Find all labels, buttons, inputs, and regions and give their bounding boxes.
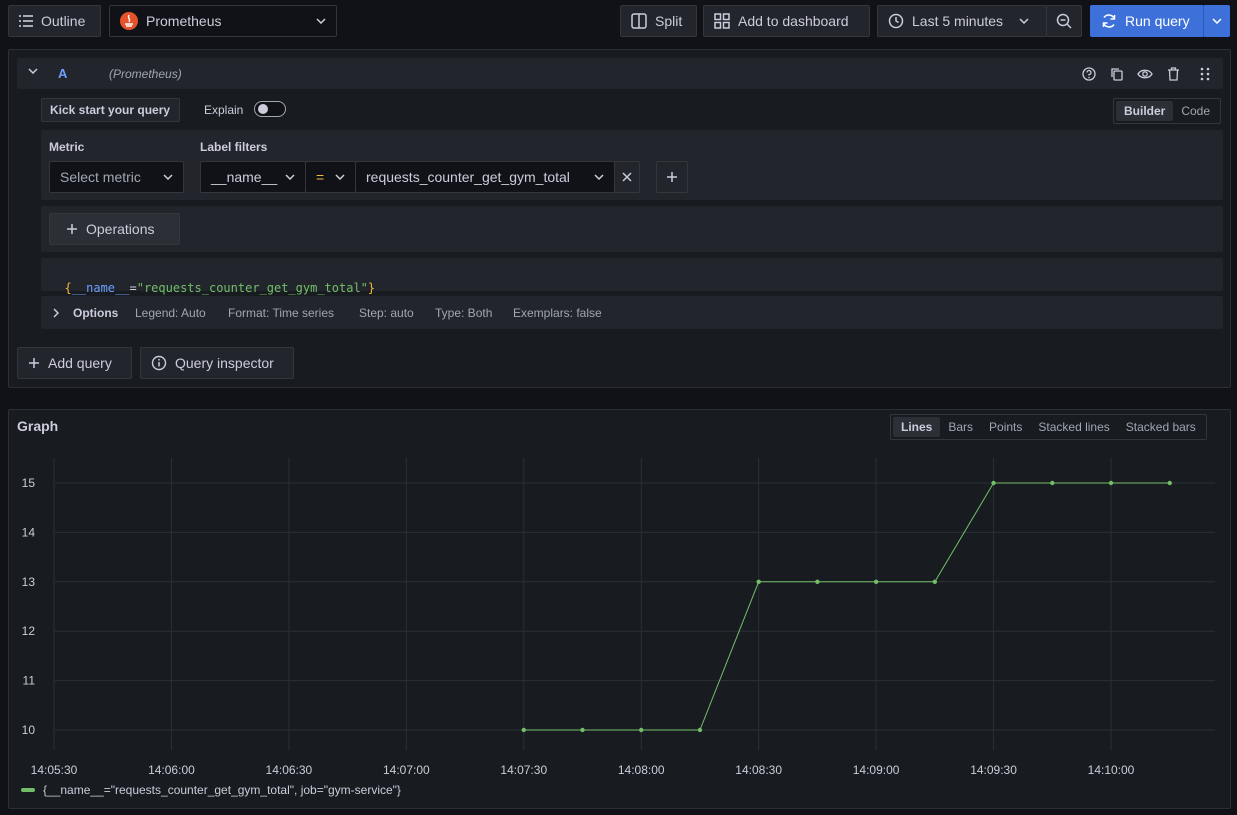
- query-inspector-label: Query inspector: [175, 355, 274, 371]
- options-exemplars: Exemplars: false: [513, 306, 602, 320]
- operations-label: Operations: [86, 221, 155, 237]
- query-row-header: [17, 58, 1223, 89]
- options-format: Format: Time series: [228, 306, 335, 320]
- chevron-down-icon: [316, 18, 326, 24]
- run-query-options-button[interactable]: [1203, 5, 1230, 37]
- graph-panel: [8, 409, 1231, 809]
- add-query-button[interactable]: Add query: [17, 347, 132, 379]
- clock-icon: [888, 13, 904, 29]
- view-bars[interactable]: Bars: [948, 420, 974, 434]
- zoom-out-icon: [1056, 13, 1072, 29]
- add-to-dashboard-button[interactable]: Add to dashboard: [703, 5, 870, 37]
- explain-label: Explain: [204, 103, 244, 117]
- metric-label: Metric: [49, 140, 85, 154]
- legend-series-label: {__name__="requests_counter_get_gym_tota…: [43, 783, 401, 797]
- promql-label: __name__: [71, 281, 130, 295]
- metric-select[interactable]: Select metric: [49, 161, 184, 193]
- filter-label-select[interactable]: __name__: [200, 161, 306, 193]
- chevron-right-icon[interactable]: [53, 308, 59, 318]
- datasource-name: Prometheus: [146, 13, 222, 29]
- chevron-down-icon: [335, 174, 345, 180]
- chevron-down-icon: [163, 174, 173, 180]
- query-refid[interactable]: A: [58, 66, 68, 81]
- plus-icon: [66, 223, 78, 235]
- add-filter-button[interactable]: [656, 161, 688, 193]
- graph-title: Graph: [17, 418, 59, 434]
- mode-builder[interactable]: Builder: [1116, 101, 1174, 121]
- copy-icon[interactable]: [1110, 67, 1124, 81]
- explain-toggle[interactable]: [254, 101, 286, 117]
- promql-value: "requests_counter_get_gym_total": [136, 281, 368, 295]
- explain-toggle-knob: [258, 104, 268, 114]
- info-circle-icon: [151, 355, 167, 371]
- graph-view-switch: Lines Bars Points Stacked lines Stacked …: [890, 414, 1207, 440]
- trash-icon[interactable]: [1167, 67, 1180, 81]
- view-points[interactable]: Points: [989, 420, 1023, 434]
- outline-label: Outline: [41, 13, 86, 29]
- metric-placeholder: Select metric: [60, 169, 141, 185]
- query-datasource-note: (Prometheus): [109, 67, 182, 81]
- plus-icon: [28, 357, 40, 369]
- outline-button[interactable]: Outline: [8, 5, 101, 37]
- promql-text: {__name__="requests_counter_get_gym_tota…: [50, 267, 375, 295]
- view-stacked-lines[interactable]: Stacked lines: [1038, 420, 1110, 434]
- datasource-picker[interactable]: Prometheus: [109, 5, 337, 37]
- filter-value-select[interactable]: requests_counter_get_gym_total: [355, 161, 615, 193]
- query-inspector-button[interactable]: Query inspector: [140, 347, 294, 379]
- run-query-button[interactable]: Run query: [1090, 5, 1204, 37]
- promql-eq: =: [129, 281, 137, 295]
- split-icon: [631, 13, 647, 29]
- legend-series-swatch: [21, 788, 35, 792]
- promql-open-brace: {: [64, 281, 72, 295]
- apps-icon: [714, 13, 730, 29]
- filter-operator-value: =: [316, 169, 325, 185]
- view-lines[interactable]: Lines: [893, 417, 941, 437]
- zoom-out-button[interactable]: [1046, 5, 1082, 37]
- chevron-down-icon: [1211, 18, 1222, 24]
- operations-section: [41, 206, 1223, 252]
- view-stacked-bars[interactable]: Stacked bars: [1125, 420, 1196, 434]
- add-query-label: Add query: [48, 355, 112, 371]
- options-type: Type: Both: [435, 306, 493, 320]
- kick-start-label: Kick start your query: [50, 103, 171, 117]
- collapse-chevron-icon[interactable]: [28, 68, 38, 74]
- filter-operator-select[interactable]: =: [305, 161, 356, 193]
- add-to-dashboard-label: Add to dashboard: [738, 13, 849, 29]
- prometheus-icon: [120, 12, 138, 30]
- remove-filter-button[interactable]: [614, 161, 640, 193]
- chevron-down-icon: [1019, 18, 1029, 24]
- options-row[interactable]: [41, 296, 1223, 329]
- builder-code-switch: Builder Code: [1113, 98, 1222, 124]
- label-filters-label: Label filters: [200, 140, 268, 154]
- operations-button[interactable]: Operations: [49, 213, 180, 245]
- sync-icon: [1101, 13, 1117, 29]
- help-icon[interactable]: [1082, 67, 1096, 81]
- filter-label-value: __name__: [211, 169, 278, 185]
- options-step: Step: auto: [359, 306, 414, 320]
- split-button[interactable]: Split: [620, 5, 697, 37]
- chevron-down-icon: [594, 174, 604, 180]
- kick-start-button[interactable]: Kick start your query: [41, 98, 180, 122]
- chevron-down-icon: [285, 174, 295, 180]
- list-icon: [19, 15, 33, 27]
- promql-preview: [41, 258, 1223, 291]
- eye-icon[interactable]: [1137, 67, 1153, 81]
- plus-icon: [666, 171, 678, 183]
- time-range-picker[interactable]: Last 5 minutes: [877, 5, 1047, 37]
- close-icon: [622, 172, 632, 182]
- filter-value: requests_counter_get_gym_total: [366, 169, 570, 185]
- mode-code[interactable]: Code: [1181, 104, 1211, 118]
- graph-legend[interactable]: {__name__="requests_counter_get_gym_tota…: [21, 783, 401, 797]
- promql-close-brace: }: [367, 281, 376, 295]
- run-query-label: Run query: [1125, 13, 1190, 29]
- split-label: Split: [655, 13, 683, 29]
- options-legend: Legend: Auto: [135, 306, 206, 320]
- time-range-label: Last 5 minutes: [912, 13, 1004, 29]
- drag-handle-icon[interactable]: [1200, 67, 1210, 81]
- options-label[interactable]: Options: [73, 306, 119, 320]
